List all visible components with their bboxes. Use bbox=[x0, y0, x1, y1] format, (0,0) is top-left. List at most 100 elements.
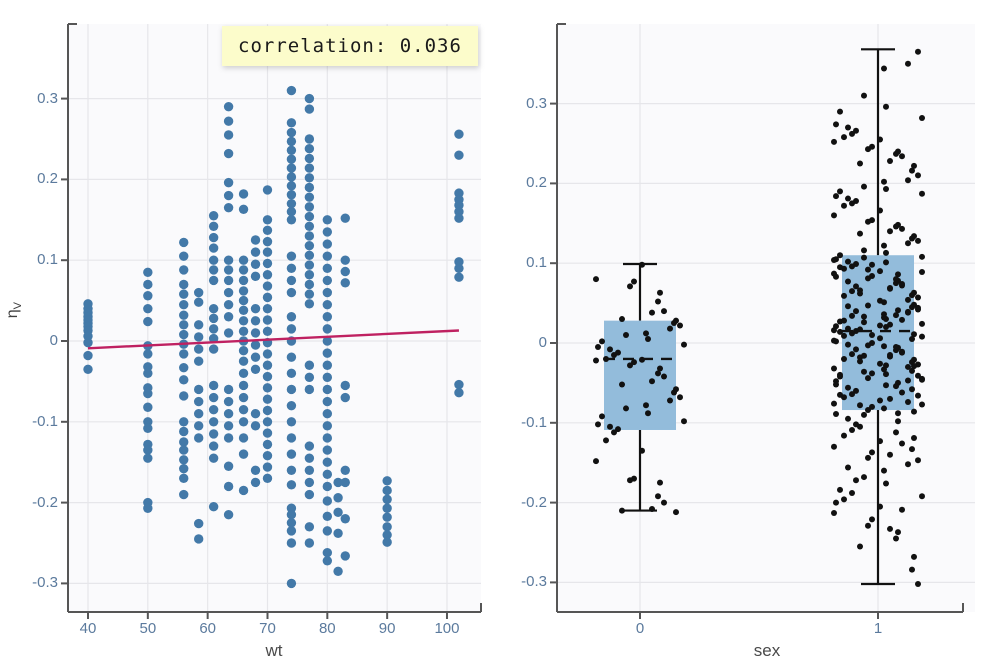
scatter-point bbox=[208, 324, 219, 334]
scatter-point bbox=[382, 522, 392, 532]
jitter-point bbox=[881, 314, 887, 321]
jitter-point bbox=[631, 278, 637, 285]
jitter-point bbox=[883, 259, 889, 266]
scatter-point bbox=[322, 445, 333, 455]
scatter-point bbox=[223, 130, 234, 140]
scatter-point bbox=[322, 496, 333, 506]
scatter-point bbox=[322, 215, 333, 225]
scatter-point bbox=[286, 518, 297, 528]
jitter-point bbox=[905, 461, 911, 468]
scatter-point bbox=[179, 265, 189, 275]
jitter-point bbox=[911, 331, 917, 338]
jitter-point bbox=[845, 278, 851, 285]
jitter-point bbox=[877, 503, 883, 510]
scatter-point bbox=[304, 192, 315, 202]
jitter-point bbox=[649, 309, 655, 316]
scatter-point bbox=[223, 328, 234, 338]
scatter-point bbox=[208, 232, 219, 243]
jitter-point bbox=[899, 389, 905, 396]
scatter-point bbox=[340, 392, 350, 403]
scatter-point bbox=[333, 528, 343, 539]
jitter-point bbox=[837, 108, 843, 115]
jitter-point bbox=[845, 258, 851, 265]
jitter-point bbox=[869, 261, 875, 268]
jitter-point bbox=[857, 160, 863, 167]
scatter-point bbox=[179, 289, 189, 299]
jitter-point bbox=[599, 413, 605, 420]
y-axis-title-eta-v: ηV bbox=[3, 301, 25, 319]
scatter-point bbox=[304, 453, 315, 463]
jitter-point bbox=[915, 294, 921, 301]
scatter-point bbox=[322, 511, 333, 522]
scatter-point bbox=[193, 518, 204, 529]
jitter-point bbox=[861, 352, 867, 359]
jitter-point bbox=[627, 283, 633, 290]
jitter-point bbox=[631, 359, 637, 366]
scatter-point bbox=[286, 417, 297, 427]
scatter-point bbox=[208, 417, 219, 427]
jitter-point bbox=[909, 292, 915, 299]
jitter-point bbox=[849, 288, 855, 295]
jitter-point bbox=[893, 223, 899, 230]
scatter-point bbox=[262, 215, 273, 225]
scatter-point bbox=[286, 324, 297, 334]
scatter-point bbox=[193, 320, 204, 330]
scatter-point bbox=[262, 292, 273, 303]
jitter-point bbox=[909, 167, 915, 174]
scatter-point bbox=[143, 503, 153, 513]
scatter-point bbox=[223, 148, 234, 159]
scatter-point bbox=[143, 423, 153, 433]
scatter-point bbox=[250, 352, 261, 362]
jitter-point bbox=[849, 263, 855, 270]
scatter-point bbox=[193, 297, 204, 307]
scatter-point bbox=[322, 547, 333, 558]
scatter-point bbox=[179, 237, 189, 248]
jitter-point bbox=[853, 346, 859, 353]
jitter-point bbox=[657, 479, 663, 486]
scatter-point bbox=[83, 350, 93, 361]
scatter-point bbox=[238, 417, 249, 427]
scatter-point bbox=[454, 200, 464, 210]
scatter-point bbox=[208, 275, 219, 286]
scatter-point bbox=[179, 489, 189, 500]
scatter-point bbox=[304, 489, 315, 500]
jitter-point bbox=[881, 405, 887, 412]
scatter-point bbox=[262, 236, 273, 247]
jitter-point bbox=[833, 381, 839, 388]
scatter-point bbox=[262, 405, 273, 416]
jitter-point bbox=[905, 240, 911, 247]
jitter-point bbox=[657, 365, 663, 372]
jitter-point bbox=[881, 343, 887, 350]
jitter-point bbox=[881, 65, 887, 72]
jitter-point bbox=[841, 355, 847, 362]
scatter-point bbox=[304, 441, 315, 451]
scatter-point bbox=[262, 270, 273, 280]
scatter-point bbox=[223, 101, 234, 112]
scatter-point bbox=[286, 215, 297, 225]
scatter-point bbox=[304, 182, 315, 193]
scatter-point bbox=[262, 439, 273, 450]
jitter-point bbox=[607, 346, 613, 353]
scatter-point bbox=[143, 417, 153, 427]
jitter-point bbox=[865, 266, 871, 273]
jitter-point bbox=[883, 362, 889, 369]
jitter-point bbox=[919, 114, 925, 121]
scatter-point bbox=[454, 379, 464, 390]
scatter-point bbox=[262, 281, 273, 291]
scatter-point bbox=[83, 364, 93, 374]
scatter-point bbox=[304, 240, 315, 251]
jitter-point bbox=[831, 138, 837, 145]
jitter-point bbox=[899, 316, 905, 323]
jitter-point bbox=[849, 426, 855, 433]
scatter-point bbox=[238, 305, 249, 315]
scatter-point bbox=[223, 116, 234, 126]
scatter-point bbox=[238, 345, 249, 356]
scatter-point bbox=[238, 265, 249, 275]
trend-line bbox=[87, 329, 460, 350]
scatter-point bbox=[286, 198, 297, 209]
jitter-point bbox=[849, 130, 855, 137]
jitter-point bbox=[915, 304, 921, 311]
scatter-point bbox=[322, 312, 333, 322]
jitter-point bbox=[915, 172, 921, 179]
